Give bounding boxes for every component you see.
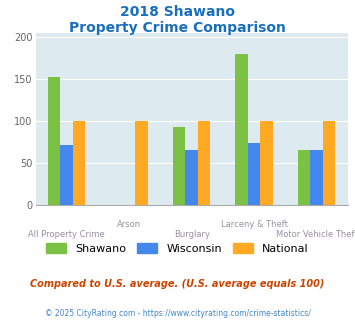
Text: Motor Vehicle Theft: Motor Vehicle Theft <box>276 230 355 239</box>
Bar <box>73 121 86 205</box>
Text: Property Crime Comparison: Property Crime Comparison <box>69 21 286 35</box>
Bar <box>185 150 198 205</box>
Bar <box>173 127 185 205</box>
Bar <box>323 121 335 205</box>
Text: © 2025 CityRating.com - https://www.cityrating.com/crime-statistics/: © 2025 CityRating.com - https://www.city… <box>45 309 310 317</box>
Bar <box>136 121 148 205</box>
Legend: Shawano, Wisconsin, National: Shawano, Wisconsin, National <box>42 238 313 258</box>
Text: 2018 Shawano: 2018 Shawano <box>120 5 235 19</box>
Bar <box>60 145 73 205</box>
Text: All Property Crime: All Property Crime <box>28 230 105 239</box>
Bar <box>48 77 60 205</box>
Bar <box>310 150 323 205</box>
Bar <box>261 121 273 205</box>
Bar <box>248 143 261 205</box>
Text: Burglary: Burglary <box>174 230 210 239</box>
Bar <box>235 54 248 205</box>
Bar <box>298 150 310 205</box>
Text: Arson: Arson <box>117 220 141 229</box>
Text: Compared to U.S. average. (U.S. average equals 100): Compared to U.S. average. (U.S. average … <box>30 279 325 289</box>
Bar <box>198 121 211 205</box>
Text: Larceny & Theft: Larceny & Theft <box>221 220 288 229</box>
